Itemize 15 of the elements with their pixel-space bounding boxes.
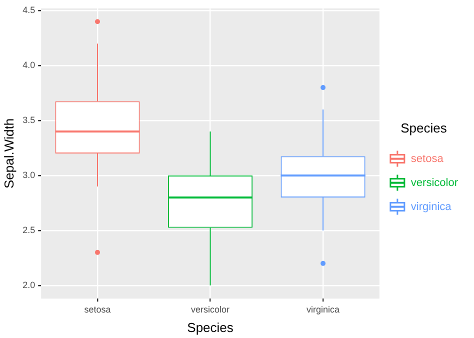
x-tick-label: virginica — [306, 304, 340, 314]
legend-label: versicolor — [410, 176, 458, 189]
x-axis-title: Species — [187, 320, 234, 335]
x-tick-label: versicolor — [191, 304, 230, 314]
x-tick-label: setosa — [84, 304, 111, 314]
legend-label: setosa — [410, 152, 444, 165]
y-tick-label: 3.5 — [22, 115, 36, 126]
y-axis-title: Sepal.Width — [1, 118, 16, 189]
y-tick-label: 4.0 — [22, 60, 36, 70]
y-tick-label: 2.5 — [22, 224, 36, 235]
y-tick-label: 2.0 — [22, 280, 36, 290]
legend-label: virginica — [410, 200, 452, 213]
y-tick-label: 4.5 — [22, 5, 36, 16]
y-tick-label: 3.0 — [22, 170, 36, 180]
legend-title: Species — [400, 120, 448, 136]
